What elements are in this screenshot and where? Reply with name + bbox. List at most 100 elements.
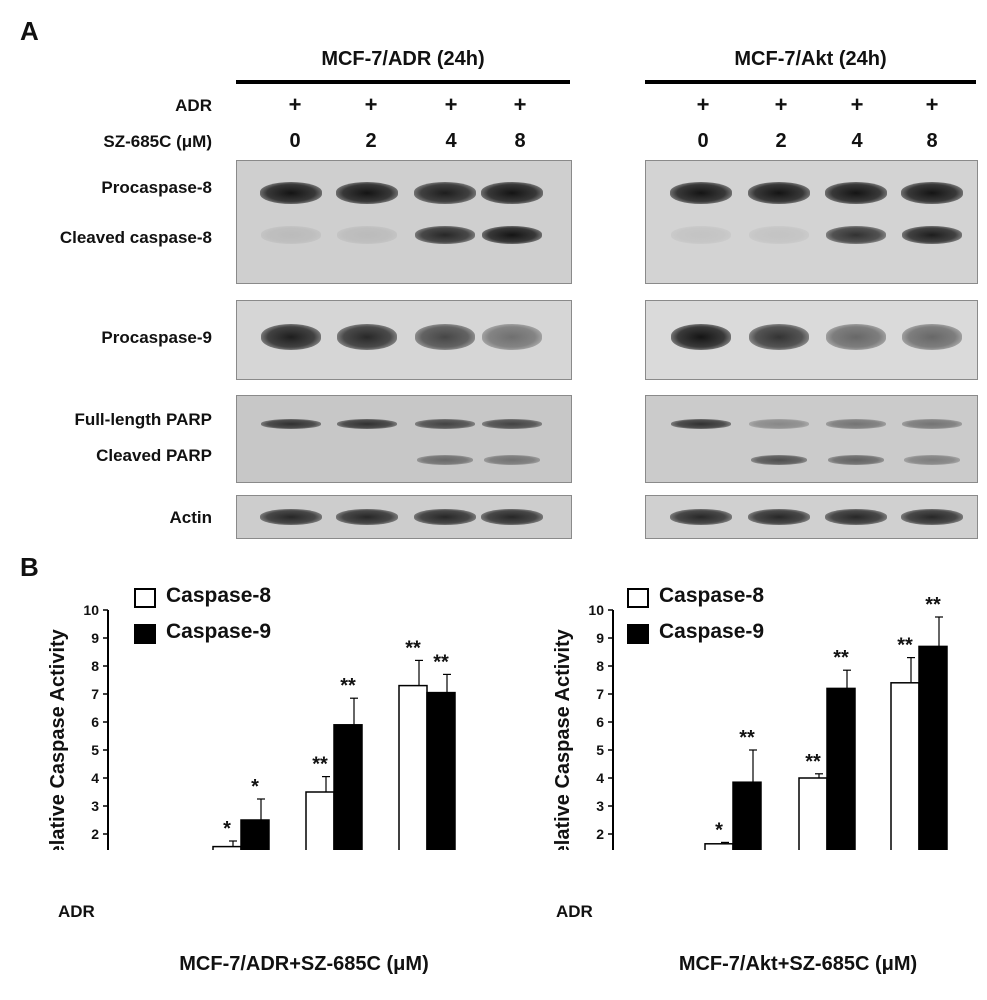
blot-right-caspase-8 — [645, 160, 978, 284]
band-parp-full — [337, 419, 397, 429]
right-conc-label: 4 — [851, 130, 863, 152]
band-actin — [901, 509, 963, 525]
band-procasp8 — [260, 182, 322, 204]
left-conc-label: 8 — [514, 130, 526, 152]
band-parp-full — [902, 419, 962, 429]
significance-marker: ** — [340, 675, 356, 697]
bar-caspase-8 — [798, 777, 828, 850]
y-tick-label: 8 — [596, 658, 604, 674]
band-procasp8 — [825, 182, 887, 204]
band-procasp8 — [901, 182, 963, 204]
band-cleaved8 — [902, 226, 962, 244]
legend-label-caspase-9: Caspase-9 — [659, 620, 765, 643]
bar-caspase-9 — [732, 781, 762, 850]
adr-row-label: ADR — [175, 96, 212, 115]
left-adr-bottom-label: ADR — [58, 902, 95, 921]
left-adr-plus: + — [364, 92, 378, 117]
band-cleaved8 — [671, 226, 731, 244]
band-parp-full — [415, 419, 475, 429]
significance-marker: ** — [433, 651, 449, 673]
y-tick-label: 4 — [596, 770, 604, 786]
blot-left-actin — [236, 495, 572, 539]
left-adr-plus: + — [444, 92, 458, 117]
band-parp-cleaved — [751, 455, 807, 465]
y-tick-label: 9 — [596, 630, 604, 646]
band-cleaved8 — [337, 226, 397, 244]
significance-marker: * — [715, 819, 723, 841]
band-procasp8 — [336, 182, 398, 204]
band-actin — [825, 509, 887, 525]
right-conc-label: 0 — [697, 130, 709, 152]
right-conc-label: 2 — [775, 130, 787, 152]
significance-marker: ** — [897, 635, 913, 657]
y-tick-label: 7 — [596, 686, 604, 702]
y-tick-label: 3 — [91, 798, 99, 814]
y-tick-label: 7 — [91, 686, 99, 702]
band-procasp9 — [826, 324, 886, 350]
bar-caspase-9 — [918, 645, 948, 850]
band-procasp9 — [671, 324, 731, 350]
left-adr-plus: + — [513, 92, 527, 117]
band-actin — [748, 509, 810, 525]
bar-caspase-9 — [426, 691, 456, 850]
band-procasp9 — [337, 324, 397, 350]
bar-caspase-8 — [890, 682, 920, 850]
band-procasp9 — [749, 324, 809, 350]
band-parp-full — [482, 419, 542, 429]
band-parp-full — [826, 419, 886, 429]
band-parp-full — [671, 419, 731, 429]
blot-right-caspase-9 — [645, 300, 978, 380]
left-conc-label: 4 — [445, 130, 457, 152]
y-tick-label: 2 — [91, 826, 99, 842]
significance-marker: ** — [805, 751, 821, 773]
row-label-procaspase-8: Procaspase-8 — [101, 178, 212, 197]
right-adr-plus: + — [696, 92, 710, 117]
significance-marker: ** — [833, 647, 849, 669]
y-tick-label: 5 — [91, 742, 99, 758]
band-parp-full — [749, 419, 809, 429]
blot-left-parp — [236, 395, 572, 483]
bar-caspase-8 — [704, 843, 734, 850]
right-adr-plus: + — [774, 92, 788, 117]
bar-caspase-8 — [212, 845, 242, 850]
band-procasp8 — [748, 182, 810, 204]
sz-row-label: SZ-685C (μM) — [103, 132, 212, 151]
left-title-underline — [236, 80, 570, 84]
left-conc-label: 0 — [289, 130, 301, 152]
panel-letter-b: B — [20, 552, 39, 582]
panel-letter-a: A — [20, 16, 39, 46]
right-blot-title: MCF-7/Akt (24h) — [734, 48, 887, 70]
y-tick-label: 10 — [588, 602, 604, 618]
row-label-full-length-parp: Full-length PARP — [74, 410, 212, 429]
significance-marker: ** — [925, 594, 941, 616]
significance-marker: * — [223, 818, 231, 840]
bar-caspase-9 — [333, 724, 363, 850]
band-actin — [260, 509, 322, 525]
legend-swatch-caspase-8 — [627, 588, 649, 608]
chart-left-caspase-activity: Relative Caspase Activity0123456789100+*… — [47, 602, 456, 850]
significance-marker: * — [251, 776, 259, 798]
band-actin — [336, 509, 398, 525]
right-adr-plus: + — [850, 92, 864, 117]
legend-swatch-caspase-9 — [627, 624, 649, 644]
y-tick-label: 6 — [596, 714, 604, 730]
right-conc-label: 8 — [926, 130, 938, 152]
y-tick-label: 2 — [596, 826, 604, 842]
left-conc-label: 2 — [365, 130, 377, 152]
y-tick-label: 8 — [91, 658, 99, 674]
chart-right-caspase-activity: Relative Caspase Activity0123456789100+*… — [552, 594, 948, 850]
band-procasp9 — [902, 324, 962, 350]
band-cleaved8 — [261, 226, 321, 244]
band-parp-cleaved — [828, 455, 884, 465]
y-axis-title: Relative Caspase Activity — [47, 628, 69, 850]
y-tick-label: 5 — [596, 742, 604, 758]
y-tick-label: 10 — [83, 602, 99, 618]
band-parp-cleaved — [417, 455, 473, 465]
right-x-axis-title: MCF-7/Akt+SZ-685C (μM) — [678, 953, 918, 975]
blot-right-parp — [645, 395, 978, 483]
y-tick-label: 9 — [91, 630, 99, 646]
band-procasp8 — [414, 182, 476, 204]
blot-right-actin — [645, 495, 978, 539]
band-cleaved8 — [415, 226, 475, 244]
legend-swatch-caspase-8 — [134, 588, 156, 608]
